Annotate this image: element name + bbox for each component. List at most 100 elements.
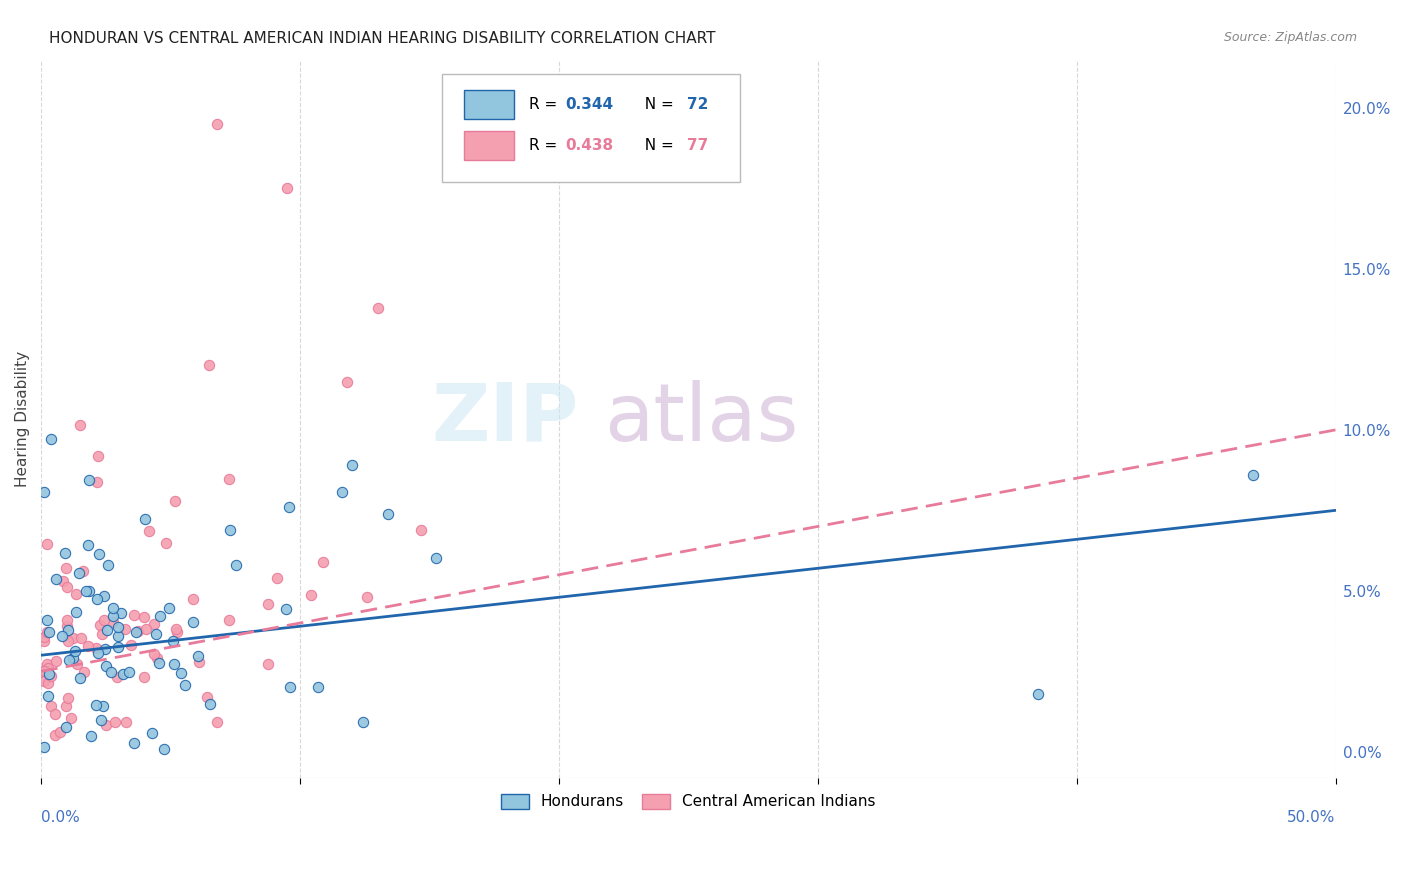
Point (65, 605, 87, 619)
Point (145, 626, 167, 640)
Point (112, 667, 135, 681)
Point (63, 644, 86, 658)
Point (93, 589, 115, 603)
Point (122, 607, 145, 622)
Point (307, 680, 329, 694)
Point (38, 625, 60, 640)
Point (205, 117, 228, 131)
Point (37, 690, 59, 704)
Point (32, 630, 55, 644)
Point (87, 646, 110, 660)
Point (73, 665, 96, 680)
Point (55, 613, 77, 627)
Point (67, 566, 90, 580)
Point (367, 301, 389, 315)
Point (107, 620, 129, 634)
Text: HONDURAN VS CENTRAL AMERICAN INDIAN HEARING DISABILITY CORRELATION CHART: HONDURAN VS CENTRAL AMERICAN INDIAN HEAR… (49, 31, 716, 46)
Point (170, 666, 193, 681)
Point (107, 629, 129, 643)
Point (173, 678, 195, 692)
Text: 0.344: 0.344 (565, 97, 613, 112)
Point (35, 657, 58, 671)
Point (32, 633, 55, 648)
Point (65, 587, 87, 601)
Point (56, 619, 79, 633)
Point (181, 615, 204, 629)
Point (134, 610, 156, 624)
Point (32, 664, 55, 678)
Point (127, 624, 149, 638)
Point (181, 592, 204, 607)
Point (411, 524, 433, 538)
Point (37, 625, 59, 640)
Point (52, 574, 75, 588)
Point (218, 523, 240, 537)
Point (77, 473, 100, 487)
Point (166, 624, 188, 639)
Point (165, 494, 187, 508)
Point (58, 624, 80, 638)
Point (143, 616, 166, 631)
Point (37, 537, 59, 551)
Text: 50.0%: 50.0% (1288, 810, 1336, 825)
Point (122, 735, 145, 749)
Point (53, 546, 76, 560)
Point (276, 181, 298, 195)
Point (56, 690, 79, 705)
Point (120, 639, 142, 653)
Point (225, 558, 247, 573)
Point (146, 650, 169, 665)
Point (149, 608, 172, 623)
Point (97, 558, 120, 572)
Point (356, 590, 378, 604)
Point (32, 485, 55, 500)
Point (38, 667, 60, 681)
Point (153, 741, 176, 756)
Point (86, 591, 108, 606)
Point (93, 613, 115, 627)
Text: 77: 77 (688, 138, 709, 153)
Point (340, 458, 363, 472)
Point (125, 624, 148, 639)
Text: ZIP: ZIP (432, 380, 578, 458)
Point (105, 670, 128, 684)
Point (195, 690, 218, 705)
Point (104, 714, 127, 729)
Point (141, 725, 163, 739)
Point (1026, 687, 1049, 701)
Point (51, 629, 73, 643)
Point (278, 500, 301, 515)
Point (87, 547, 110, 561)
Point (80, 729, 103, 743)
Point (155, 536, 177, 550)
Point (218, 472, 240, 486)
Point (90, 714, 112, 728)
Text: atlas: atlas (605, 380, 799, 458)
Text: N =: N = (636, 97, 679, 112)
Text: R =: R = (529, 138, 562, 153)
Point (44, 728, 66, 742)
Point (352, 715, 374, 730)
Point (134, 512, 156, 526)
Point (276, 601, 298, 615)
Point (56, 634, 79, 648)
Point (35, 613, 58, 627)
Text: Source: ZipAtlas.com: Source: ZipAtlas.com (1223, 31, 1357, 45)
Point (135, 622, 157, 636)
Point (187, 655, 209, 669)
Point (330, 485, 353, 500)
Point (218, 613, 240, 627)
Point (93, 699, 115, 714)
Point (148, 657, 170, 671)
Point (336, 375, 359, 389)
Point (55, 580, 77, 594)
Point (187, 649, 209, 664)
Point (37, 676, 59, 690)
Point (62, 631, 84, 645)
Point (37, 661, 59, 675)
Point (55, 721, 77, 735)
Point (312, 556, 335, 570)
Point (45, 572, 67, 586)
Point (207, 715, 229, 730)
Point (55, 561, 77, 575)
